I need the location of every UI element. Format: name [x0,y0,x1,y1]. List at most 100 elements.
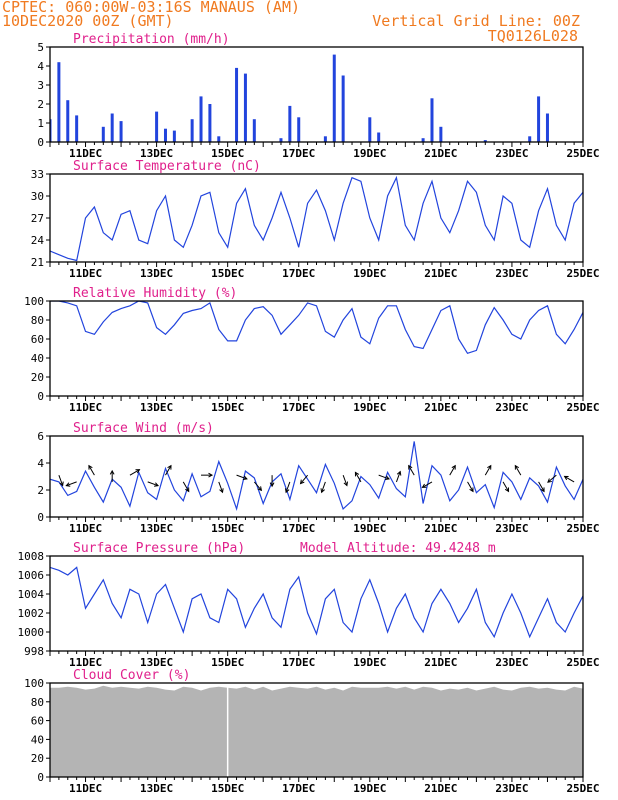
x-tick-label: 13DEC [140,147,173,160]
y-tick-label: 998 [24,645,44,658]
x-tick-label: 21DEC [424,782,457,795]
y-tick-label: 1000 [18,626,45,639]
wind-arrowhead [469,487,474,493]
precip-bar [243,73,247,142]
wind-arrow [236,474,248,480]
x-tick-label: 13DEC [140,267,173,280]
wind-arrowhead [109,469,115,475]
panel-5: 998 1000 1002 1004 1006 1008 11DEC 13DEC 15DEC 17… [18,541,600,669]
precip-bar [163,128,167,142]
x-tick-label: 17DEC [282,147,315,160]
y-tick-label: 40 [31,352,44,365]
wind-arrow [321,481,326,493]
x-tick-label: 25DEC [566,522,599,535]
precip-bar [101,126,105,142]
wind-arrow [88,465,95,476]
wind-arrowhead [408,464,413,470]
plot-area [50,301,583,355]
wind-arrowhead [384,475,391,481]
precip-bar [297,117,301,142]
precip-bar [155,111,159,142]
x-tick-label: 15DEC [211,267,244,280]
precip-bar [483,140,487,142]
axes-frame [49,555,584,652]
x-tick-label: 19DEC [353,782,386,795]
wind-arrowhead [547,478,552,483]
y-tick-label: 80 [31,314,44,327]
wind-arrowhead [59,481,64,487]
x-tick-label: 23DEC [495,782,528,795]
axes-frame [49,46,584,143]
y-tick-label: 0 [37,771,44,784]
wind-arrowhead [343,481,349,487]
x-tick-label: 25DEC [566,147,599,160]
plot-area [50,566,583,639]
wind-arrowhead [563,475,569,481]
y-tick-label: 33 [31,168,44,181]
precip-bar [66,100,70,142]
x-tick-label: 17DEC [282,267,315,280]
wind-arrowhead [487,464,492,470]
wind-arrow [342,474,348,486]
plot-area [50,175,583,262]
precip-bar [252,119,256,142]
run-date-label: 10DEC2020 00Z (GMT) [2,12,174,30]
x-tick-label: 15DEC [211,656,244,669]
wind-arrowhead [396,470,402,476]
wind-arrowhead [514,464,519,470]
y-tick-label: 80 [31,696,44,709]
wind-arrow [354,472,362,483]
panel-4: 0 2 4 6 11DEC 13DEC 15DEC 17DEC 19DEC 21DEC 23DEC 2… [37,421,599,535]
y-tick-label: 100 [24,677,44,690]
wind-arrow [147,481,159,487]
y-tick-label: 21 [31,256,44,269]
wind-arrowhead [299,479,305,485]
x-tick-label: 11DEC [69,267,102,280]
panel-6: 0 20 40 60 80 100 11DEC 13DEC 15DEC 17DEC 19DEC 21D… [24,668,599,795]
location-label: CPTEC: 060:00W-03:16S MANAUS (AM) [2,0,300,16]
panel-annotation: Model Altitude: 49.4248 m [300,541,496,556]
y-tick-label: 20 [31,371,44,384]
plot-area [50,441,583,512]
wind-arrow [129,469,140,476]
precip-bar [368,117,372,142]
y-tick-label: 0 [37,390,44,403]
x-tick-label: 25DEC [566,656,599,669]
panel-title: Relative Humidity (%) [73,286,237,301]
wind-arrow [422,481,433,488]
precip-bar [57,62,61,142]
model-id-label: TQ0126L028 [488,27,578,45]
precip-bar [110,113,114,142]
x-tick-label: 23DEC [495,147,528,160]
precip-bar [323,136,327,142]
x-tick-label: 21DEC [424,147,457,160]
panel-title: Surface Wind (m/s) [73,421,214,436]
wind-arrow [484,465,492,476]
y-tick-label: 30 [31,190,44,203]
panel-title: Precipitation (mm/h) [73,32,230,47]
x-tick-label: 25DEC [566,401,599,414]
y-tick-label: 60 [31,715,44,728]
x-tick-label: 13DEC [140,522,173,535]
x-tick-label: 21DEC [424,401,457,414]
wind-arrow [538,481,545,492]
x-tick-label: 13DEC [140,782,173,795]
y-tick-label: 0 [37,136,44,149]
x-tick-label: 25DEC [566,782,599,795]
x-tick-label: 15DEC [211,782,244,795]
wind-arrow [165,465,172,476]
x-tick-label: 15DEC [211,147,244,160]
series-line [50,175,583,262]
wind-arrow [300,474,308,484]
wind-arrowhead [208,472,214,478]
wind-arrowhead [269,482,275,488]
y-tick-label: 0 [37,511,44,524]
x-tick-label: 23DEC [495,656,528,669]
x-tick-label: 19DEC [353,656,386,669]
panel-title: Surface Pressure (hPa) [73,541,245,556]
wind-arrowhead [421,483,427,488]
precip-bar [50,119,52,142]
panel-3: 0 20 40 60 80 100 11DEC 13DEC 15DEC 17DEC 19DEC 21D… [24,286,599,414]
x-tick-label: 23DEC [495,522,528,535]
grid-line-label: Vertical Grid Line: 00Z [372,12,580,30]
